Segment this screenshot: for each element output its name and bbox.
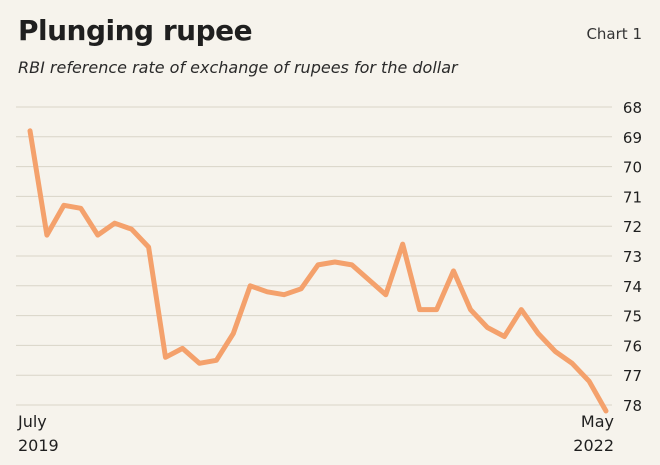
y-tick-label: 78 (623, 397, 642, 415)
y-tick-label: 74 (623, 278, 642, 296)
y-tick-label: 76 (623, 337, 642, 355)
y-tick-label: 75 (623, 308, 642, 326)
series-line (27, 128, 609, 414)
chart-subtitle: RBI reference rate of exchange of rupees… (18, 58, 458, 77)
y-tick-label: 72 (623, 218, 642, 236)
chart-title: Plunging rupee (18, 14, 253, 47)
y-tick-label: 77 (623, 367, 642, 385)
x-tick-label: July (17, 412, 47, 431)
chart-number-label: Chart 1 (586, 25, 642, 43)
y-tick-label: 71 (623, 188, 642, 206)
y-tick-label: 70 (623, 159, 642, 177)
x-tick-label-year: 2022 (573, 436, 614, 455)
x-tick-label-year: 2019 (18, 436, 59, 455)
x-tick-label: May (581, 412, 614, 431)
y-tick-label: 73 (623, 248, 642, 266)
y-tick-label: 68 (623, 99, 642, 117)
y-tick-label: 69 (623, 129, 642, 147)
